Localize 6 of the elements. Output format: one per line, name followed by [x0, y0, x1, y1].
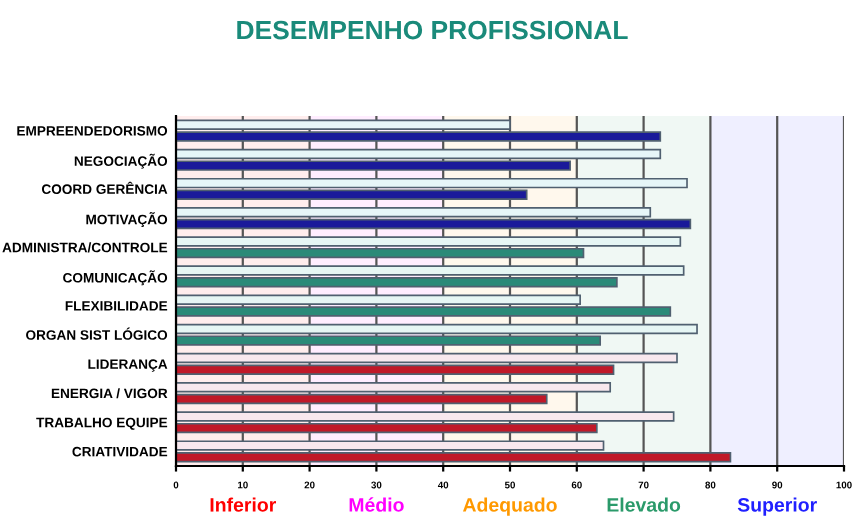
band-label: Superior: [737, 497, 817, 516]
band-label: Médio: [349, 497, 404, 512]
band-label: Elevado: [607, 497, 681, 512]
chart-title: DESEMPENHO PROFISSIONAL: [237, 20, 628, 40]
band-label: Adequado: [462, 497, 557, 516]
band-label: Inferior: [210, 497, 276, 512]
